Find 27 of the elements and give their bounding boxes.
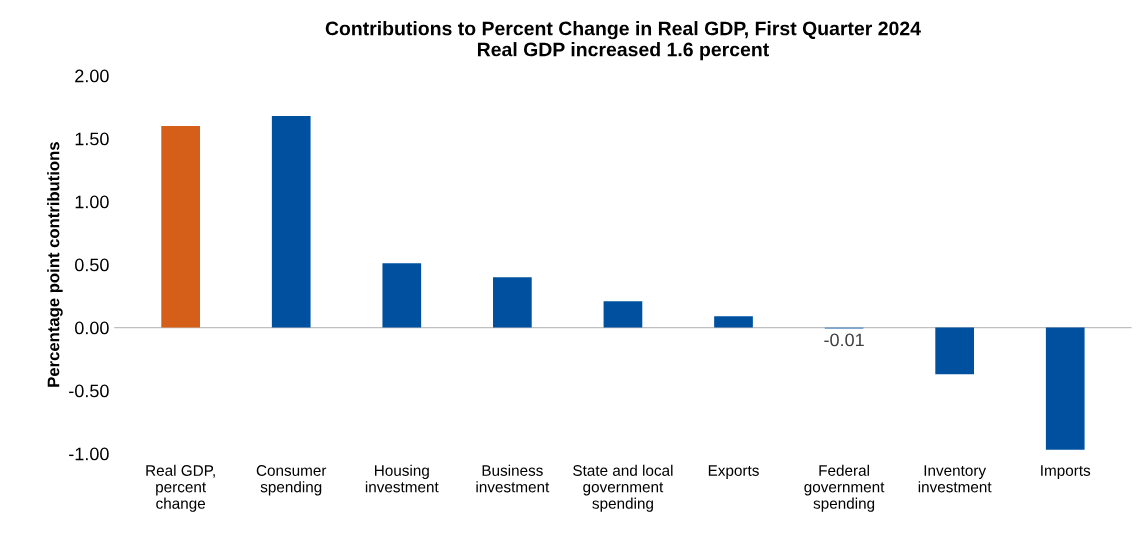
x-tick-label: Imports [1041, 465, 1091, 479]
y-tick-label: 1.00 [75, 195, 109, 209]
chart-title: Contributions to Percent Change in Real GDP, First Quarter 2024 Real GDP increased 1.6 percent [325, 21, 921, 61]
bar [493, 277, 532, 328]
y-tick-label: -1.00 [69, 447, 109, 461]
y-tick-label: 2.00 [75, 69, 109, 83]
bar [935, 327, 974, 375]
y-tick-label: 0.00 [75, 321, 109, 335]
bar [271, 115, 311, 328]
y-tick-label: 0.50 [75, 258, 109, 272]
y-tick-label: 1.50 [75, 132, 109, 146]
data-label: -0.01 [824, 333, 864, 347]
x-tick-label: Federal government spending [804, 464, 885, 512]
x-tick-label: Housing investment [365, 464, 439, 493]
x-tick-label: Real GDP, percent change [146, 464, 215, 512]
bar [1045, 327, 1085, 450]
x-tick-label: Business investment [476, 464, 550, 493]
y-tick-label: -0.50 [69, 384, 109, 398]
x-tick-label: Consumer spending [256, 465, 327, 496]
x-tick-label: State and local government spending [573, 464, 673, 512]
bar [603, 301, 643, 328]
y-axis-title: Percentage point contributions [47, 142, 63, 387]
x-tick-label: Exports [708, 465, 759, 479]
bar [161, 126, 200, 328]
x-tick-label: Inventory investment [918, 465, 992, 493]
bar [714, 316, 753, 328]
bar [382, 263, 422, 328]
